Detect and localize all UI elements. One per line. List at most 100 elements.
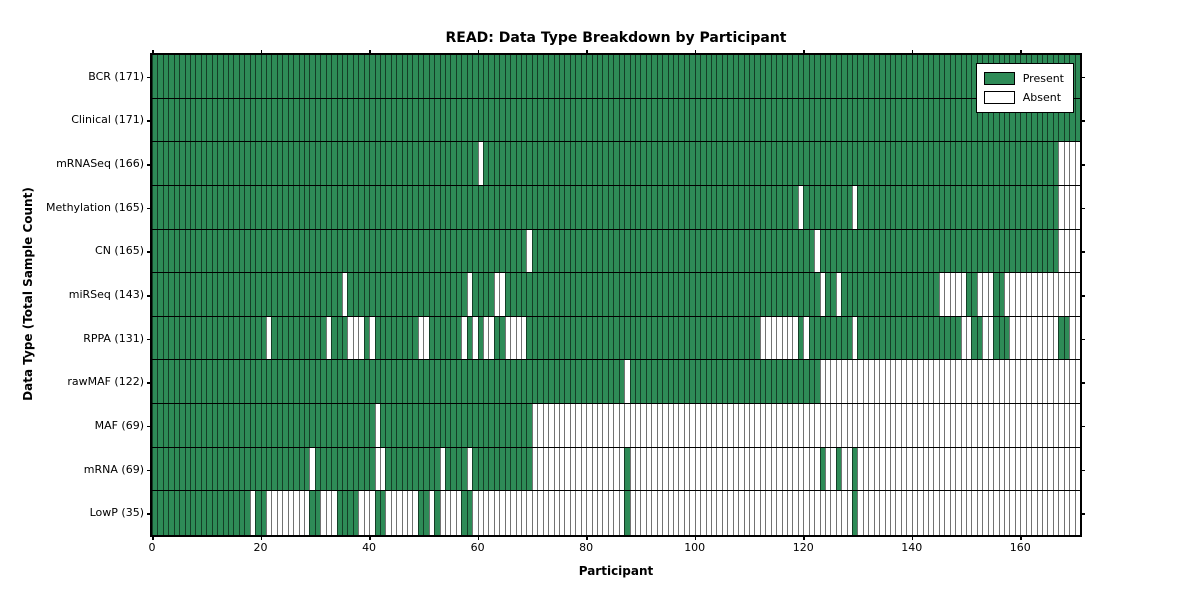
cell — [705, 316, 712, 360]
cell — [786, 316, 793, 360]
cell — [597, 55, 604, 98]
x-tick-top — [369, 50, 371, 55]
cell — [439, 273, 446, 316]
cell — [537, 447, 544, 491]
cell — [906, 142, 913, 185]
cell — [379, 316, 386, 360]
cell — [678, 447, 685, 491]
cell — [928, 229, 935, 273]
cell — [265, 404, 272, 447]
cell — [314, 185, 321, 229]
cell — [618, 98, 625, 142]
cell — [537, 273, 544, 316]
cell — [428, 491, 435, 535]
cell — [895, 447, 902, 491]
cell — [238, 185, 245, 229]
cell — [477, 185, 484, 229]
cell — [971, 273, 978, 316]
cell — [797, 229, 804, 273]
cell — [792, 447, 799, 491]
cell — [792, 142, 799, 185]
cell — [1074, 316, 1080, 360]
cell — [450, 185, 457, 229]
cell — [966, 404, 973, 447]
cell — [824, 360, 831, 404]
cell — [743, 491, 750, 535]
cell — [618, 360, 625, 404]
cell — [776, 316, 783, 360]
cell — [499, 185, 506, 229]
cell — [569, 229, 576, 273]
cell — [417, 98, 424, 142]
cell — [331, 55, 338, 98]
cell — [320, 55, 327, 98]
cell — [233, 273, 240, 316]
y-tick-right — [1080, 207, 1085, 210]
cell — [689, 55, 696, 98]
cell — [754, 98, 761, 142]
cell — [461, 185, 468, 229]
cell — [244, 185, 251, 229]
cell — [428, 404, 435, 447]
cell — [168, 142, 175, 185]
cell — [933, 142, 940, 185]
cell — [900, 360, 907, 404]
cell — [613, 142, 620, 185]
cell — [195, 491, 202, 535]
cell — [890, 185, 897, 229]
cell — [1020, 360, 1027, 404]
cell — [461, 229, 468, 273]
row-Methylation — [152, 185, 1080, 230]
x-tick-label: 40 — [362, 541, 377, 554]
cell — [759, 273, 766, 316]
cell — [1069, 273, 1076, 316]
cell — [1047, 447, 1054, 491]
cell — [227, 404, 234, 447]
cell — [504, 316, 511, 360]
cell — [363, 404, 370, 447]
cell — [162, 316, 169, 360]
cell — [868, 316, 875, 360]
cell — [390, 360, 397, 404]
cell — [1004, 273, 1011, 316]
cell — [852, 404, 859, 447]
cell — [759, 316, 766, 360]
cell — [510, 185, 517, 229]
cell — [830, 142, 837, 185]
cell — [341, 447, 348, 491]
cell — [1074, 491, 1080, 535]
cell — [396, 142, 403, 185]
cell — [510, 360, 517, 404]
cell — [265, 142, 272, 185]
cell — [488, 447, 495, 491]
cell — [982, 273, 989, 316]
cell — [955, 98, 962, 142]
cell — [168, 404, 175, 447]
x-tick-top — [477, 50, 480, 55]
cell — [808, 360, 815, 404]
cell — [293, 404, 300, 447]
x-tick-label: 100 — [684, 541, 706, 554]
cell — [770, 142, 777, 185]
cell — [499, 404, 506, 447]
cell — [179, 55, 186, 98]
cell — [455, 98, 462, 142]
cell — [678, 185, 685, 229]
cell — [662, 447, 669, 491]
cell — [396, 404, 403, 447]
cell — [1014, 98, 1021, 142]
x-tick-bottom — [1020, 535, 1022, 540]
cell — [515, 142, 522, 185]
cell — [808, 447, 815, 491]
cell — [966, 360, 973, 404]
cell — [1004, 360, 1011, 404]
cell — [933, 316, 940, 360]
cell — [152, 98, 159, 142]
cell — [732, 273, 739, 316]
y-tick-left — [147, 338, 152, 341]
cell — [624, 316, 631, 360]
cell — [1052, 360, 1059, 404]
cell — [168, 360, 175, 404]
cell — [1047, 316, 1054, 360]
cell — [407, 360, 414, 404]
